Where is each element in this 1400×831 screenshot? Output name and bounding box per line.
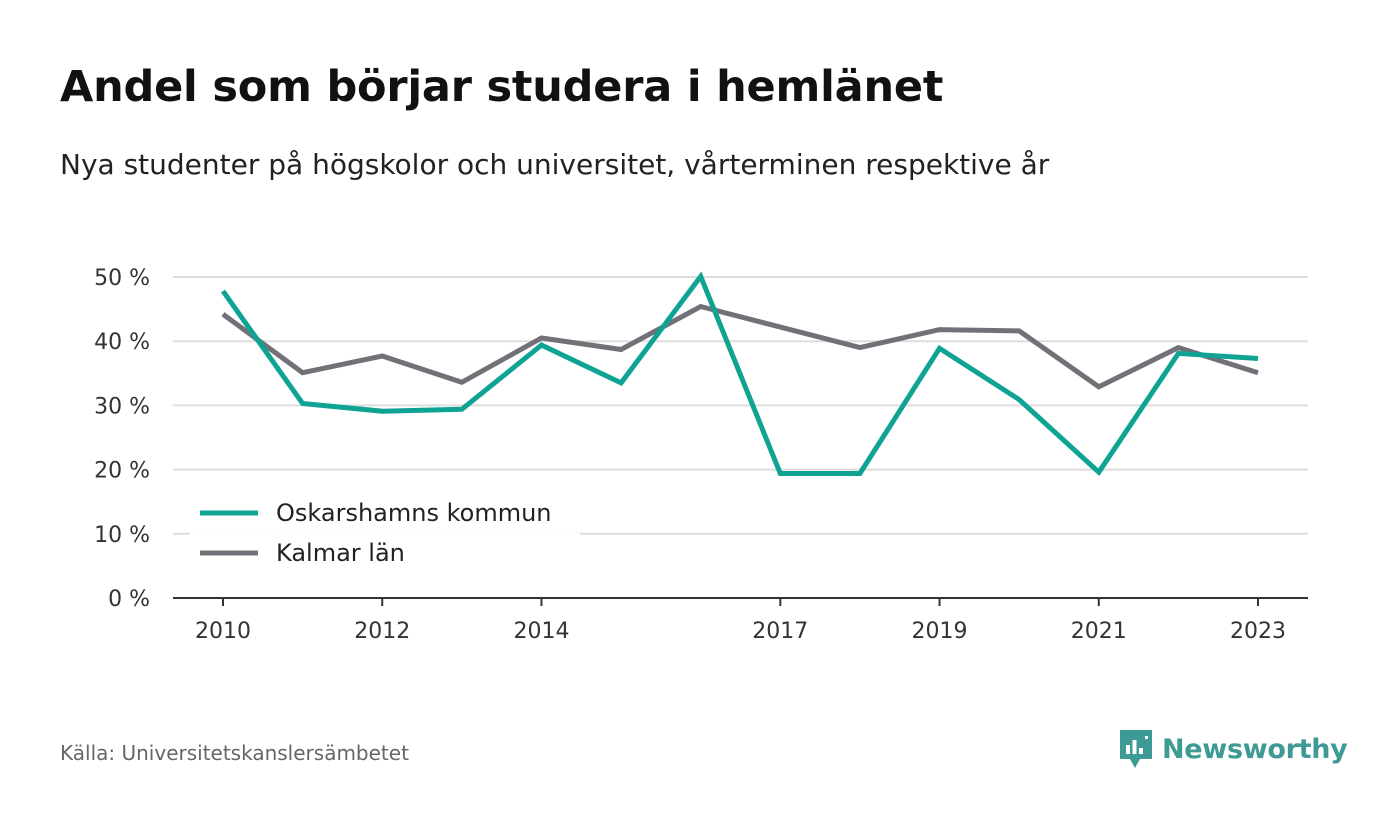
x-tick-label: 2021 xyxy=(1071,619,1127,644)
series-line xyxy=(221,303,1259,390)
y-tick-label: 0 % xyxy=(108,587,150,612)
x-tick-label: 2012 xyxy=(354,619,410,644)
chart-title: Andel som börjar studera i hemlänet xyxy=(60,62,944,112)
y-tick-label: 30 % xyxy=(94,394,150,419)
source-note: Källa: Universitetskanslersämbetet xyxy=(60,741,409,765)
x-tick-label: 2023 xyxy=(1230,619,1286,644)
chart-subtitle: Nya studenter på högskolor och universit… xyxy=(60,148,1050,181)
x-tick-label: 2017 xyxy=(752,619,808,644)
brand-name: Newsworthy xyxy=(1162,733,1348,765)
x-tick-label: 2010 xyxy=(195,619,251,644)
x-axis xyxy=(173,597,1308,606)
legend-background xyxy=(190,492,580,578)
series-line xyxy=(220,271,1259,477)
y-tick-label: 10 % xyxy=(94,523,150,548)
y-axis-labels: 0 % 10 % 20 % 30 % 40 % 50 % xyxy=(94,266,150,612)
legend: Oskarshamns kommun Kalmar län xyxy=(190,492,580,578)
line-chart: 0 % 10 % 20 % 30 % 40 % 50 % 2010 2012 2014 2017… xyxy=(94,266,1308,644)
y-tick-label: 40 % xyxy=(94,330,150,355)
y-tick-label: 20 % xyxy=(94,459,150,484)
series-lines xyxy=(220,271,1259,477)
newsworthy-logo-icon xyxy=(1120,730,1152,768)
legend-label: Oskarshamns kommun xyxy=(276,499,552,527)
brand-logo[interactable]: Newsworthy xyxy=(1118,728,1348,770)
x-axis-labels: 2010 2012 2014 2017 2019 2021 2023 xyxy=(195,619,1286,644)
y-tick-label: 50 % xyxy=(94,266,150,291)
legend-label: Kalmar län xyxy=(276,539,405,567)
x-tick-label: 2019 xyxy=(912,619,968,644)
x-tick-label: 2014 xyxy=(513,619,569,644)
